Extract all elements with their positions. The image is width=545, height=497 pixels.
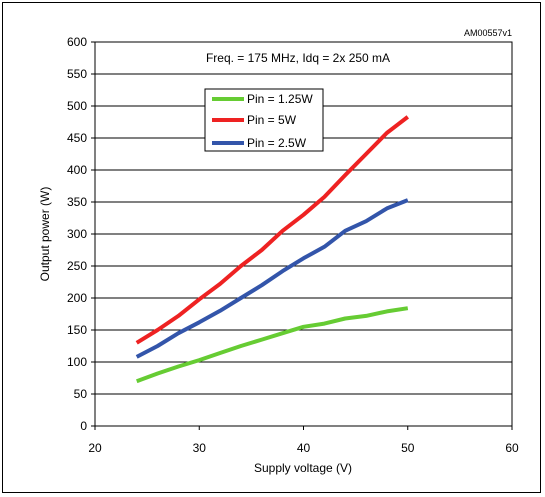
- plot-area-border: [94, 41, 513, 427]
- axes: [91, 41, 513, 430]
- figure-frame: [2, 2, 541, 493]
- x-tick-label: 50: [401, 441, 415, 455]
- x-tick-label: 30: [193, 441, 207, 455]
- y-tick-label: 100: [67, 355, 87, 369]
- y-tick-labels: 0 50 100 150 200 250 300 350 400 450 500 550 600: [67, 35, 87, 433]
- series-line-2: [135, 115, 410, 345]
- y-tick-label: 550: [67, 67, 87, 81]
- y-tick-label: 0: [80, 419, 87, 433]
- y-tick-label: 250: [67, 259, 87, 273]
- legend-label-3: Pin = 2.5W: [247, 136, 307, 150]
- series-lines: [135, 115, 410, 384]
- y-axis-title: Output power (W): [38, 187, 52, 282]
- legend-label-2: Pin = 5W: [247, 113, 297, 127]
- legend: Pin = 1.25W Pin = 5W Pin = 2.5W: [204, 88, 324, 152]
- legend-label-1: Pin = 1.25W: [247, 92, 313, 106]
- x-axis-title: Supply voltage (V): [254, 461, 352, 475]
- y-tick-label: 50: [74, 387, 88, 401]
- y-tick-label: 400: [67, 163, 87, 177]
- x-tick-label: 40: [297, 441, 311, 455]
- y-tick-label: 300: [67, 227, 87, 241]
- y-tick-label: 450: [67, 131, 87, 145]
- y-tick-label: 150: [67, 323, 87, 337]
- chart-annotation: Freq. = 175 MHz, Idq = 2x 250 mA: [206, 51, 390, 65]
- y-tick-label: 600: [67, 35, 87, 49]
- figure-code-label: AM00557v1: [464, 28, 512, 38]
- series-line-1: [136, 306, 409, 384]
- x-tick-label: 20: [88, 441, 102, 455]
- y-tick-label: 350: [67, 195, 87, 209]
- y-tick-label: 500: [67, 99, 87, 113]
- x-tick-label: 60: [505, 441, 519, 455]
- series-line-3: [135, 198, 409, 359]
- x-tick-labels: 20 30 40 50 60: [88, 441, 519, 455]
- y-tick-label: 200: [67, 291, 87, 305]
